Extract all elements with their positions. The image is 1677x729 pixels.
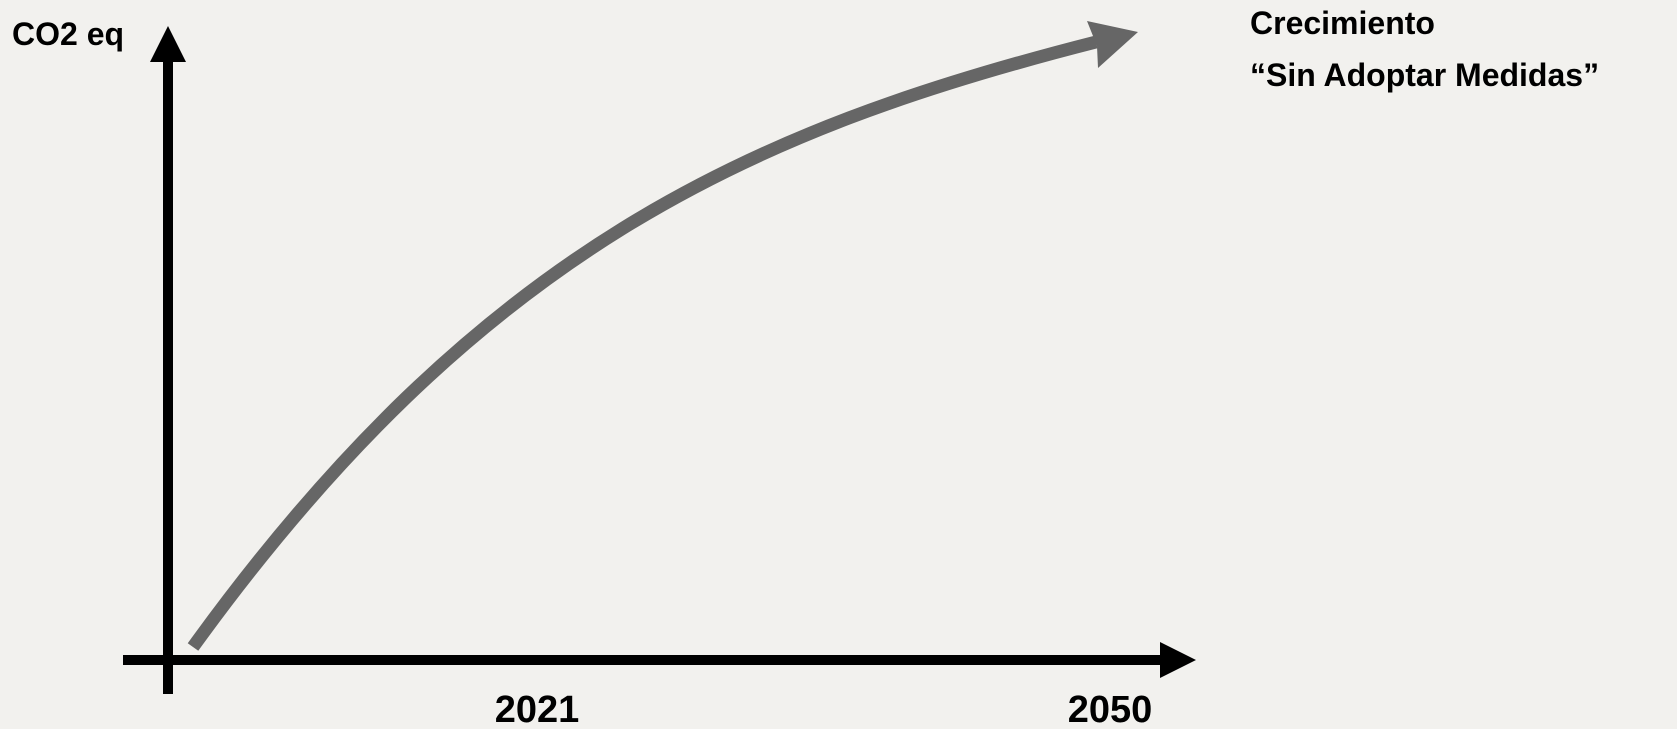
series-label-line-1: Crecimiento xyxy=(1250,5,1435,41)
series-label-line-2: “Sin Adoptar Medidas” xyxy=(1250,57,1599,93)
y-axis-arrowhead xyxy=(150,26,186,62)
y-axis-label: CO2 eq xyxy=(12,16,124,52)
x-tick-label-2021: 2021 xyxy=(495,689,580,729)
x-axis-arrowhead xyxy=(1160,642,1196,678)
series-arrowhead xyxy=(1087,21,1138,68)
x-tick-label-2050: 2050 xyxy=(1068,689,1153,729)
series-curve xyxy=(187,35,1098,651)
